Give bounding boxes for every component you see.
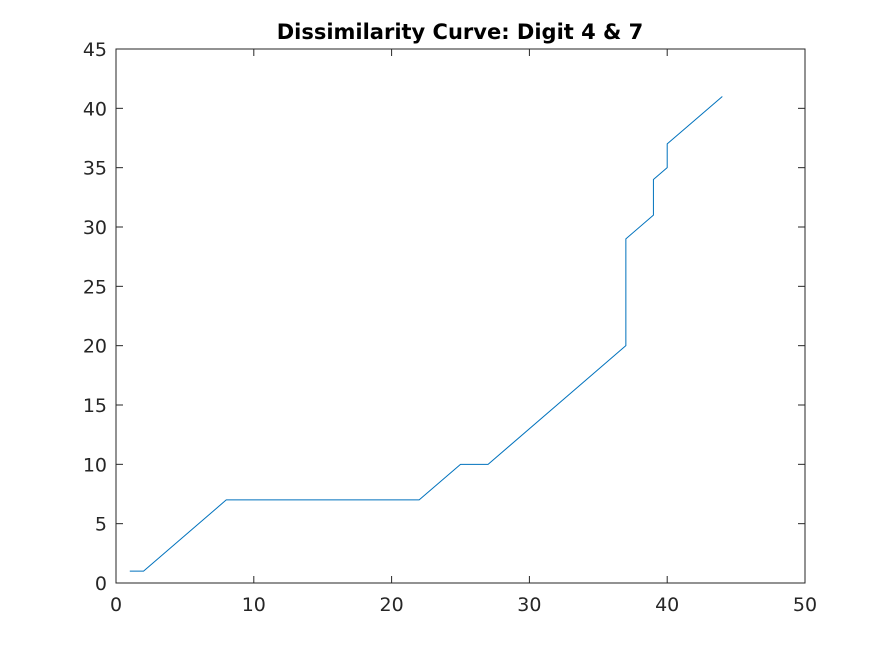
x-axis-ticks: 0 10 20 30 40 50 (110, 49, 817, 616)
plot-area (116, 49, 805, 583)
x-tick-label: 40 (655, 594, 679, 616)
y-tick-label: 10 (83, 454, 107, 476)
axes-box (115, 48, 806, 584)
series-layer (129, 96, 723, 572)
x-tick-label: 20 (380, 594, 404, 616)
x-tick-label: 50 (793, 594, 817, 616)
y-tick-label: 0 (95, 573, 107, 595)
y-tick-label: 35 (83, 158, 107, 180)
x-tick-label: 0 (110, 594, 122, 616)
x-tick-label: 10 (242, 594, 266, 616)
y-tick-label: 15 (83, 395, 107, 417)
y-tick-label: 20 (83, 336, 107, 358)
x-tick-label: 30 (517, 594, 541, 616)
y-tick-label: 30 (83, 217, 107, 239)
y-tick-label: 5 (95, 514, 107, 536)
y-tick-label: 40 (83, 98, 107, 120)
chart-title: Dissimilarity Curve: Digit 4 & 7 (277, 20, 644, 44)
series-line (129, 96, 723, 572)
y-tick-label: 45 (83, 39, 107, 61)
y-tick-label: 25 (83, 276, 107, 298)
